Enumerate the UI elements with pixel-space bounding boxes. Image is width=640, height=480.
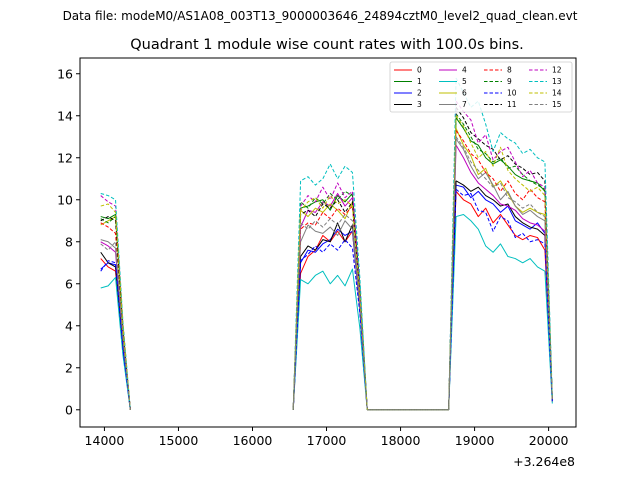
x-tick-label: 19000 bbox=[455, 433, 495, 448]
legend-label-2: 2 bbox=[417, 89, 422, 98]
legend-label-12: 12 bbox=[552, 66, 562, 75]
series-layer bbox=[100, 77, 553, 411]
y-tick-label: 16 bbox=[57, 66, 73, 81]
legend-label-14: 14 bbox=[552, 89, 562, 98]
x-tick-label: 18000 bbox=[381, 433, 421, 448]
series-12-line-2 bbox=[292, 182, 368, 410]
series-11-line-2 bbox=[292, 199, 368, 410]
series-5-line-4 bbox=[455, 213, 553, 404]
legend-label-5: 5 bbox=[462, 77, 467, 86]
y-tick-label: 10 bbox=[57, 192, 73, 207]
series-15-line-4 bbox=[455, 136, 553, 402]
y-tick-label: 14 bbox=[57, 108, 73, 123]
legend-label-0: 0 bbox=[417, 66, 422, 75]
plot-frame bbox=[79, 57, 577, 428]
series-15 bbox=[100, 136, 553, 411]
series-12-line-4 bbox=[455, 100, 553, 400]
y-tick-label: 8 bbox=[65, 234, 73, 249]
legend-label-15: 15 bbox=[552, 100, 562, 109]
legend-label-8: 8 bbox=[507, 66, 512, 75]
series-15-line-0 bbox=[100, 241, 131, 410]
series-14-line-0 bbox=[100, 203, 131, 410]
legend-frame bbox=[389, 61, 573, 113]
y-tick-label: 12 bbox=[57, 150, 73, 165]
legend-label-13: 13 bbox=[552, 77, 562, 86]
series-10-line-4 bbox=[455, 188, 553, 402]
x-axis-ticks: 14000 15000 16000 17000 18000 19000 20000 bbox=[85, 427, 569, 448]
legend-label-4: 4 bbox=[462, 66, 467, 75]
series-5-line-0 bbox=[100, 276, 131, 410]
series-15-line-3 bbox=[367, 136, 457, 411]
legend-label-11: 11 bbox=[507, 100, 517, 109]
series-14-line-2 bbox=[292, 195, 368, 410]
chart-title: Quadrant 1 module wise count rates with … bbox=[130, 37, 524, 53]
x-tick-label: 20000 bbox=[529, 433, 569, 448]
series-5-line-2 bbox=[292, 268, 368, 410]
legend-label-3: 3 bbox=[417, 100, 422, 109]
series-0-line-4 bbox=[455, 191, 553, 400]
legend-label-9: 9 bbox=[507, 77, 512, 86]
x-tick-label: 17000 bbox=[307, 433, 347, 448]
y-tick-label: 2 bbox=[65, 360, 73, 375]
chart-suptitle: Data file: modeM0/AS1A08_003T13_90000036… bbox=[63, 9, 578, 23]
series-13-line-0 bbox=[100, 192, 131, 410]
series-15-line-2 bbox=[292, 213, 368, 410]
series-9-line-4 bbox=[455, 113, 553, 400]
plot-area bbox=[80, 58, 576, 427]
x-tick-label: 15000 bbox=[159, 433, 199, 448]
series-4-line-4 bbox=[455, 144, 553, 402]
y-tick-label: 4 bbox=[65, 318, 73, 333]
series-11-line-0 bbox=[100, 216, 131, 410]
series-10-line-0 bbox=[100, 260, 131, 410]
y-axis-ticks: 0 2 4 6 8 10 12 14 16 bbox=[57, 66, 80, 417]
x-tick-label: 16000 bbox=[233, 433, 273, 448]
legend-label-7: 7 bbox=[462, 100, 467, 109]
legend-label-1: 1 bbox=[417, 77, 422, 86]
series-2-line-4 bbox=[455, 184, 553, 402]
series-7-line-2 bbox=[292, 220, 368, 410]
legend-label-6: 6 bbox=[462, 89, 467, 98]
legend-label-10: 10 bbox=[507, 89, 517, 98]
y-tick-label: 0 bbox=[65, 402, 73, 417]
series-8-line-4 bbox=[455, 130, 553, 400]
x-axis-offset-label: +3.264e8 bbox=[513, 454, 575, 469]
series-7-line-0 bbox=[100, 239, 131, 410]
series-7-line-4 bbox=[455, 138, 553, 402]
y-tick-label: 6 bbox=[65, 276, 73, 291]
x-tick-label: 14000 bbox=[85, 433, 125, 448]
series-14-line-4 bbox=[455, 115, 553, 400]
series-10-line-2 bbox=[292, 239, 368, 410]
series-1-line-4 bbox=[455, 117, 553, 400]
